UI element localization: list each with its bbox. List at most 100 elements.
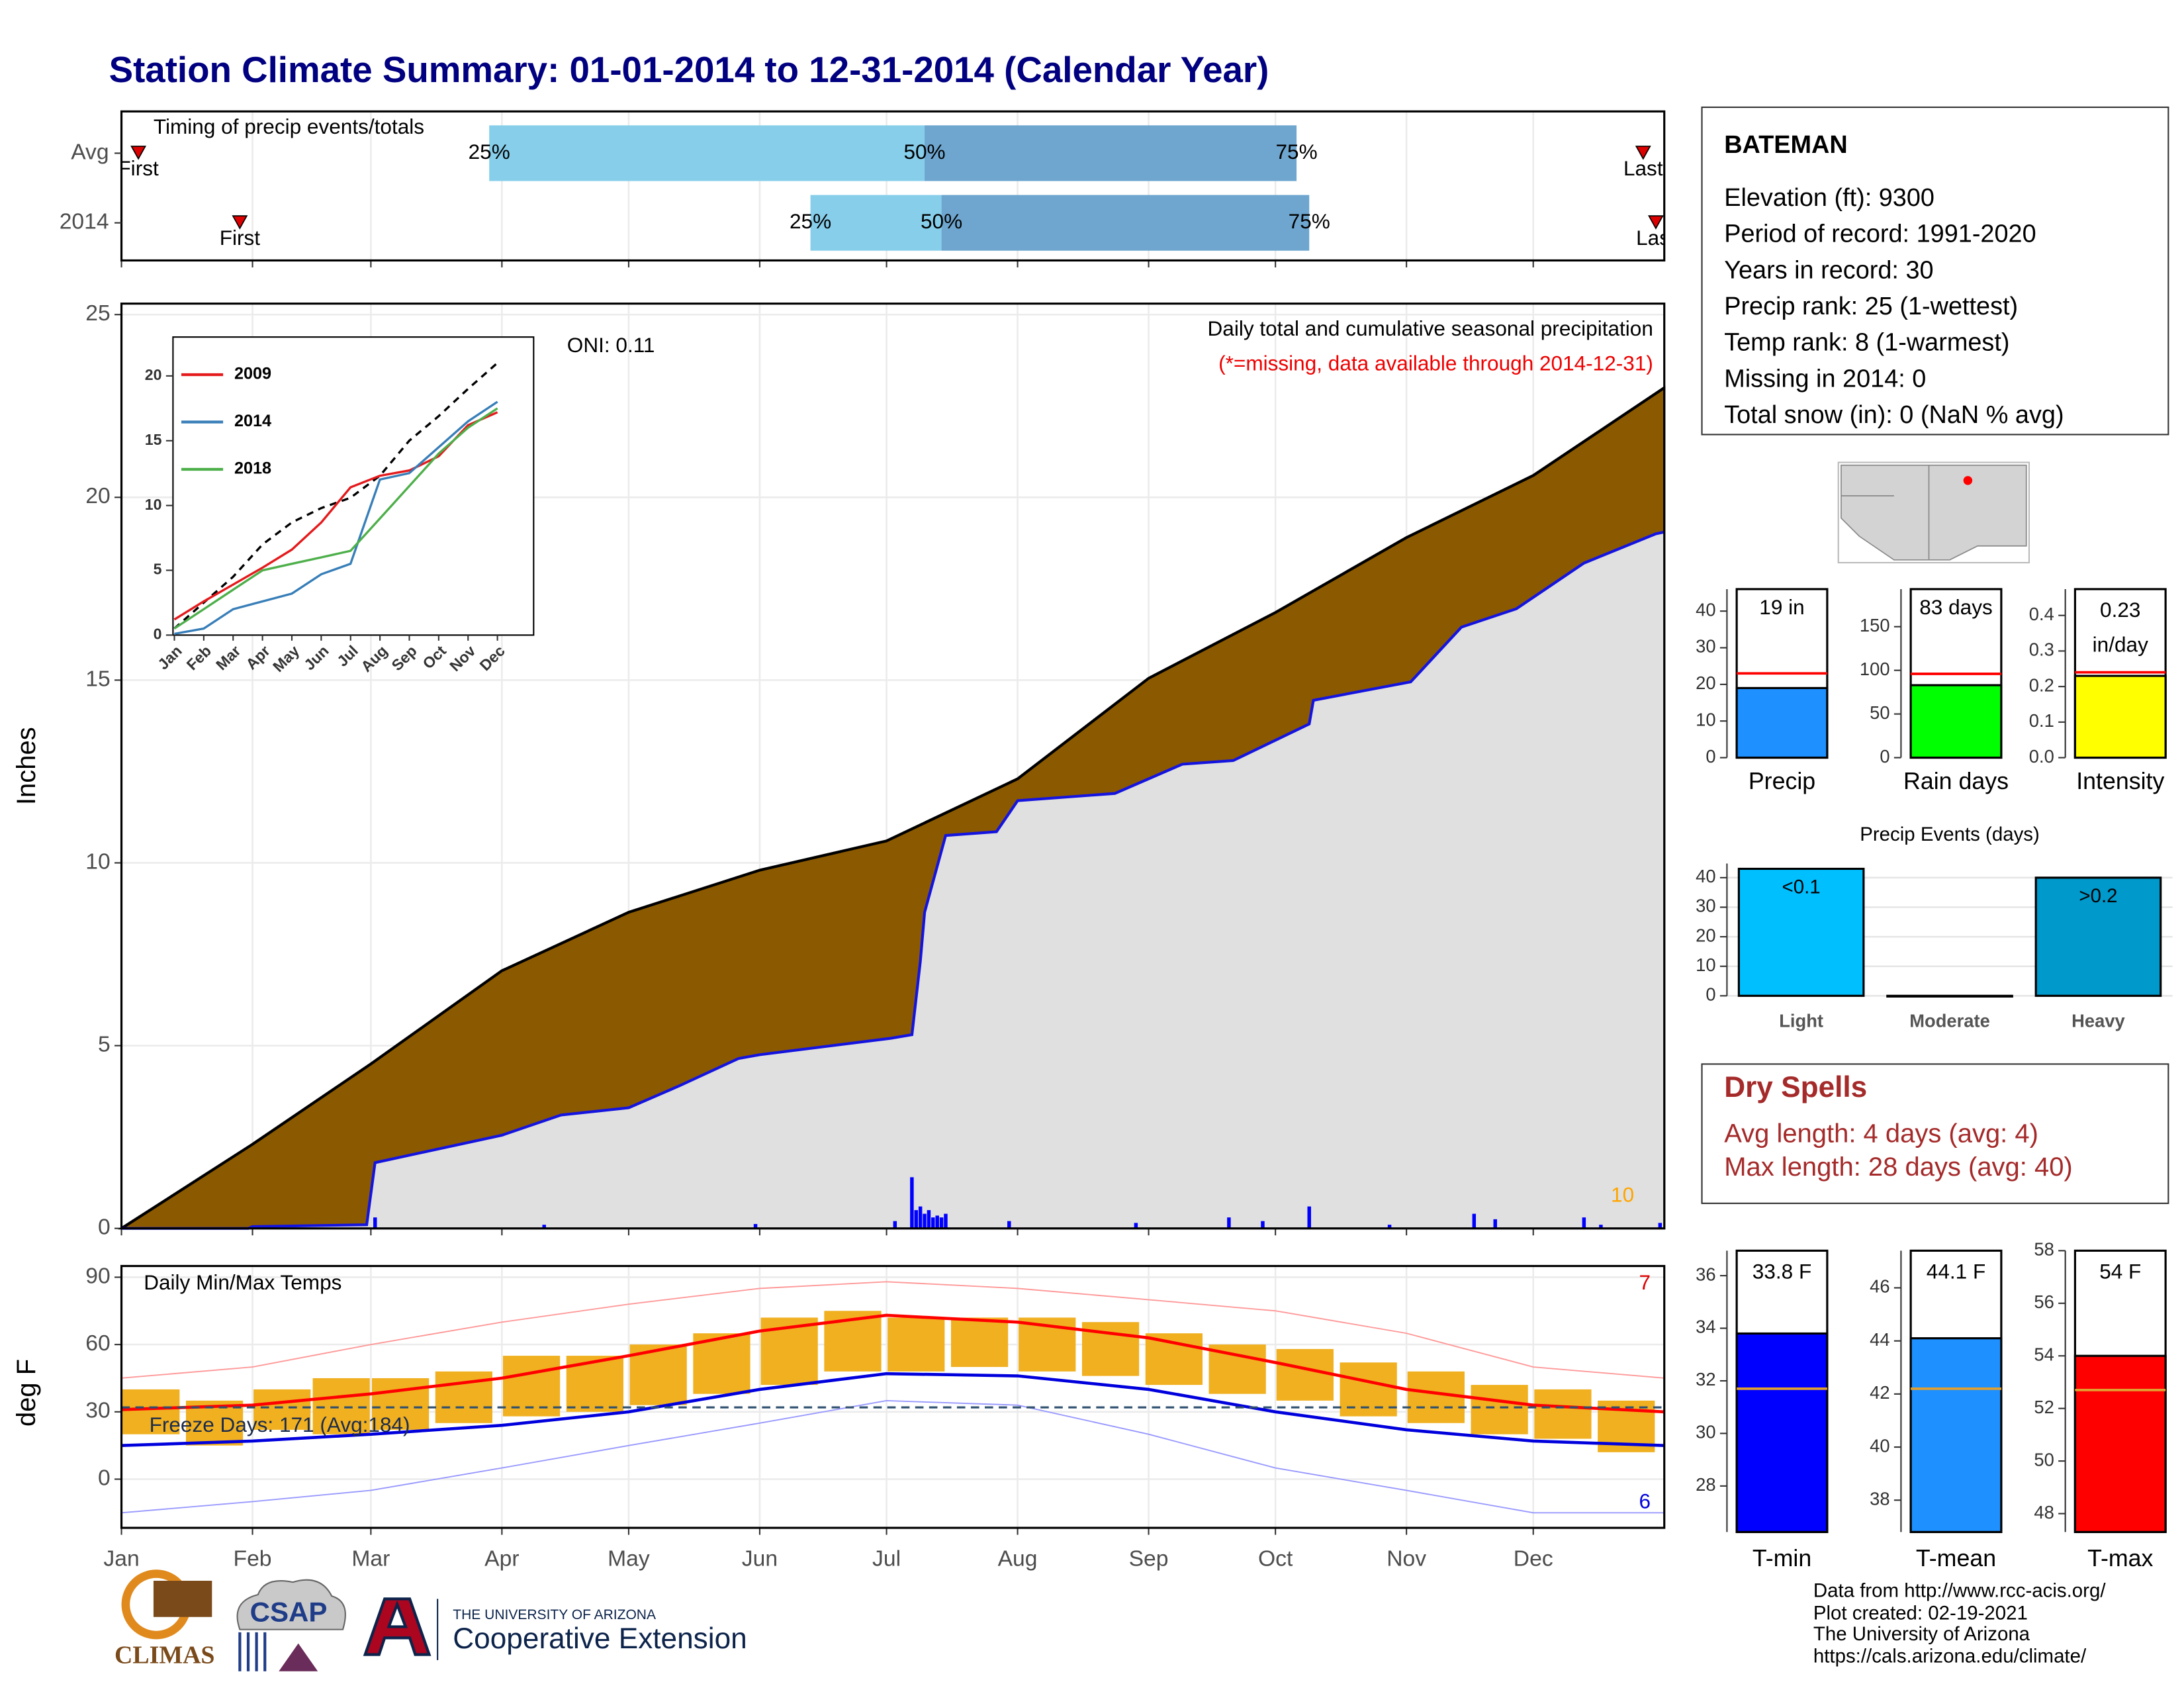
y-tick-label: 54 — [2034, 1344, 2054, 1364]
dry-spells-box — [1701, 1063, 2169, 1204]
marker-label: Last — [1636, 226, 1676, 250]
temp-line — [121, 1400, 1664, 1514]
daily-bar — [910, 1177, 914, 1229]
axis-title: Inches — [12, 727, 41, 805]
bar — [1735, 1332, 1829, 1533]
csap-bars — [238, 1632, 267, 1671]
clip-group: First Last First Last — [122, 146, 1676, 250]
y-tick-label: 48 — [2034, 1502, 2054, 1523]
bar — [1737, 867, 1865, 997]
x-tick-label: Jun — [742, 1546, 778, 1571]
series-line — [173, 411, 498, 621]
quartile-label: 75% — [1289, 209, 1330, 233]
y-tick-label: 90 — [85, 1264, 110, 1288]
annotation: 10 — [1611, 1183, 1634, 1207]
legend-label: 2014 — [234, 412, 271, 430]
y-tick-label: 20 — [1696, 673, 1715, 693]
marker-label: First — [220, 226, 261, 250]
y-tick-label: 40 — [1870, 1435, 1889, 1456]
y-tick-label: 40 — [1696, 866, 1715, 886]
y-tick-label: 10 — [85, 849, 110, 874]
credit-line: Data from http://www.rcc-acis.org/ — [1813, 1580, 2106, 1602]
climas-logo-block — [153, 1580, 212, 1617]
y-tick-label: 0 — [98, 1215, 111, 1240]
y-tick-label: 58 — [2034, 1239, 2054, 1260]
legend-label: 2018 — [234, 459, 271, 478]
y-tick-label: 0 — [1706, 746, 1715, 767]
daily-bar — [1227, 1217, 1231, 1229]
y-tick-label: 150 — [1860, 615, 1890, 635]
daily-bar — [944, 1213, 948, 1229]
csap-logo-text: CSAP — [250, 1597, 328, 1628]
y-tick-label: 56 — [2034, 1291, 2054, 1312]
panel-border — [120, 110, 1666, 262]
station-line: Temp rank: 8 (1-warmest) — [1724, 329, 2009, 357]
daily-bar — [1599, 1225, 1603, 1229]
y-tick-label: 0 — [1706, 984, 1715, 1005]
bar — [1909, 684, 2003, 759]
freeze-label: Freeze Days: 171 (Avg:184) — [150, 1413, 410, 1436]
logos: CLIMAS CSAP THE UNIVERSITY OF ARIZONA Co… — [114, 1570, 747, 1671]
daily-bar — [914, 1210, 918, 1229]
daily-bar — [373, 1217, 377, 1229]
map-land — [1841, 464, 2027, 561]
y-tick-label: 28 — [1696, 1474, 1715, 1495]
temp-range — [1471, 1385, 1528, 1434]
y-tick-label: 50 — [2034, 1449, 2054, 1470]
daily-bar — [1472, 1213, 1477, 1229]
row-label: 2014 — [60, 210, 109, 234]
y-tick-label: 10 — [145, 496, 162, 513]
x-tick-label: Aug — [998, 1546, 1038, 1571]
legend-label: 2009 — [234, 365, 271, 383]
x-tick-label: Moderate — [1909, 1011, 1990, 1031]
climas-logo-text: CLIMAS — [114, 1641, 214, 1669]
series-line — [173, 407, 498, 630]
daily-bar — [1493, 1219, 1497, 1229]
y-tick-label: 34 — [1696, 1317, 1715, 1337]
daily-bar — [1658, 1223, 1662, 1229]
y-tick-label: 0 — [98, 1466, 111, 1490]
annotation: Daily total and cumulative seasonal prec… — [1208, 316, 1653, 340]
daily-bar — [753, 1224, 758, 1229]
quartile-label: 75% — [1276, 140, 1318, 164]
value-label: 44.1 F — [1927, 1259, 1985, 1283]
y-tick-label: 50 — [1870, 702, 1889, 723]
quartile-label: 25% — [469, 140, 510, 164]
y-tick-label: 30 — [85, 1399, 110, 1423]
y-tick-label: 20 — [145, 366, 162, 383]
reference-line — [173, 362, 498, 630]
x-tick-label: Precip — [1749, 768, 1815, 794]
x-tick-label: Light — [1779, 1011, 1823, 1031]
station-line: Period of record: 1991-2020 — [1724, 220, 2036, 248]
dry-spells-title: Dry Spells — [1724, 1071, 1867, 1103]
station-dot — [1963, 476, 1973, 485]
x-tick-label: Intensity — [2076, 768, 2164, 794]
university-name: THE UNIVERSITY OF ARIZONA — [453, 1607, 656, 1622]
marker-label: Last — [1623, 156, 1663, 180]
event-marker — [1635, 146, 1651, 160]
value-label: 19 in — [1759, 595, 1804, 619]
panel-title: Daily Min/Max Temps — [144, 1270, 341, 1294]
panel-title: Timing of precip events/totals — [154, 115, 424, 138]
bar — [2073, 675, 2167, 759]
series-line — [174, 400, 498, 635]
y-tick-label: 10 — [1696, 955, 1715, 975]
y-tick-label: 0 — [154, 626, 162, 643]
x-tick-label: Sep — [1129, 1546, 1169, 1571]
x-tick-label: Dec — [1514, 1546, 1553, 1571]
quartile-bar — [941, 195, 1310, 251]
csap-cloud — [236, 1579, 346, 1630]
temp-range — [122, 1389, 180, 1434]
y-tick-label: 10 — [1696, 709, 1715, 729]
station-name: BATEMAN — [1724, 131, 1847, 159]
station-line: Precip rank: 25 (1-wettest) — [1724, 293, 2018, 320]
bar — [2073, 1354, 2167, 1533]
quartile-bar — [925, 125, 1297, 181]
locator-map — [1837, 461, 2030, 564]
bar — [1909, 1337, 2003, 1533]
observed-area — [121, 532, 1664, 1229]
dry-spells-line: Max length: 28 days (avg: 40) — [1724, 1152, 2073, 1182]
dry-spells-line: Avg length: 4 days (avg: 4) — [1724, 1119, 2038, 1148]
x-tick-label: T-max — [2087, 1545, 2153, 1571]
y-tick-label: 44 — [1870, 1329, 1889, 1350]
